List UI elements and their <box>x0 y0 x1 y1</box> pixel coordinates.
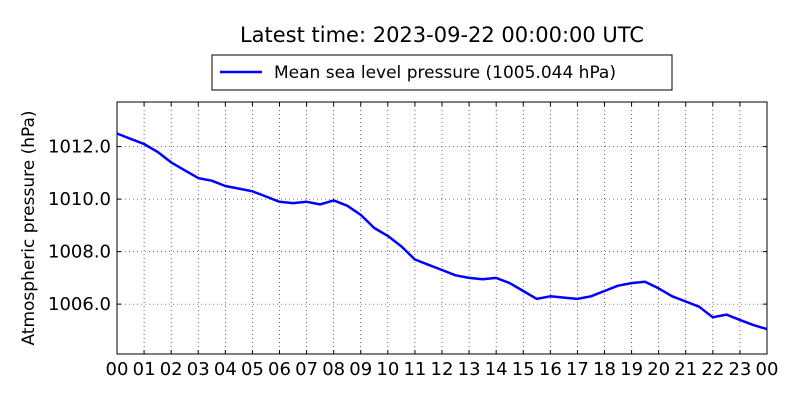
data-point <box>197 177 199 179</box>
data-point <box>563 296 565 299</box>
x-tick-label: 03 <box>187 359 210 380</box>
data-point <box>590 295 592 297</box>
data-point <box>211 180 213 182</box>
x-tick-label: 09 <box>349 359 372 380</box>
x-tick-label: 22 <box>701 359 724 380</box>
x-tick-label: 01 <box>133 359 156 380</box>
x-tick-label: 23 <box>728 359 751 380</box>
legend-label: Mean sea level pressure (1005.044 hPa) <box>274 63 616 83</box>
data-point <box>319 203 321 205</box>
x-tick-label: 02 <box>160 359 183 380</box>
axis-ticks <box>116 102 768 354</box>
x-tick-label: 08 <box>322 359 345 380</box>
data-point <box>766 328 768 330</box>
data-point <box>752 324 755 326</box>
data-point <box>739 319 741 321</box>
y-tick-label: 1006.0 <box>48 294 111 315</box>
x-tick-label: 13 <box>458 359 481 380</box>
data-point <box>603 290 606 292</box>
chart-title: Latest time: 2023-09-22 00:00:00 UTC <box>240 23 644 47</box>
data-point <box>495 277 497 279</box>
data-point <box>170 161 172 163</box>
data-point <box>549 295 551 297</box>
x-tick-label: 07 <box>295 359 318 380</box>
data-point <box>427 264 430 266</box>
data-point <box>468 277 470 279</box>
y-axis-label: Atmospheric pressure (hPa) <box>19 110 39 345</box>
x-tick-label: 19 <box>620 359 643 380</box>
data-point <box>333 199 335 202</box>
data-point <box>698 306 700 308</box>
x-tick-label: 11 <box>403 359 426 380</box>
data-point <box>441 269 443 271</box>
series-points <box>116 132 768 330</box>
x-tick-label: 04 <box>214 359 237 380</box>
data-point <box>617 285 619 287</box>
data-point <box>129 138 132 140</box>
x-tick-label: 05 <box>241 359 264 380</box>
y-tick-label: 1008.0 <box>48 242 111 263</box>
data-point <box>157 151 159 153</box>
data-point <box>644 281 646 283</box>
data-point <box>630 282 633 284</box>
legend: Mean sea level pressure (1005.044 hPa) <box>211 54 673 91</box>
data-point <box>712 316 714 318</box>
x-tick-label: 12 <box>431 359 454 380</box>
data-point <box>725 314 727 316</box>
plot-frame <box>116 101 768 355</box>
data-point <box>387 235 389 237</box>
data-point <box>346 205 348 207</box>
legend-box <box>211 54 673 91</box>
y-tick-labels: 1006.0 1008.0 1010.0 1012.0 <box>48 137 111 316</box>
data-point <box>509 282 511 284</box>
x-tick-label: 10 <box>376 359 399 380</box>
x-tick-label: 00 <box>756 359 779 380</box>
x-tick-label: 00 <box>106 359 129 380</box>
data-point <box>454 274 457 276</box>
data-point <box>576 298 579 300</box>
data-point <box>482 278 484 280</box>
data-point <box>224 185 226 187</box>
data-point <box>400 245 402 247</box>
data-point <box>658 287 660 289</box>
x-tick-label: 15 <box>512 359 535 380</box>
series-layer <box>116 132 768 331</box>
x-tick-label: 20 <box>647 359 670 380</box>
grid <box>117 102 767 354</box>
data-point <box>184 169 186 171</box>
data-point <box>116 132 118 135</box>
data-point <box>305 201 308 203</box>
data-point <box>278 201 281 203</box>
data-point <box>685 300 687 303</box>
data-point <box>238 188 240 190</box>
y-tick-label: 1010.0 <box>48 189 111 210</box>
data-point <box>414 258 416 261</box>
data-point <box>671 295 673 297</box>
x-tick-label: 16 <box>539 359 562 380</box>
x-tick-label: 18 <box>593 359 616 380</box>
data-point <box>373 227 375 229</box>
data-point <box>265 195 267 198</box>
x-tick-label: 06 <box>268 359 291 380</box>
x-tick-label: 14 <box>485 359 508 380</box>
x-tick-label: 17 <box>566 359 589 380</box>
x-tick-labels: 00 01 02 03 04 05 06 07 08 09 10 11 12 13 14 15 16 17 18 19… <box>106 359 779 380</box>
data-point <box>251 190 254 192</box>
data-point <box>522 290 524 292</box>
y-tick-label: 1012.0 <box>48 137 111 158</box>
data-point <box>536 298 538 300</box>
data-point <box>360 214 362 216</box>
x-tick-label: 21 <box>674 359 697 380</box>
data-point <box>292 202 294 204</box>
data-point <box>143 143 145 145</box>
